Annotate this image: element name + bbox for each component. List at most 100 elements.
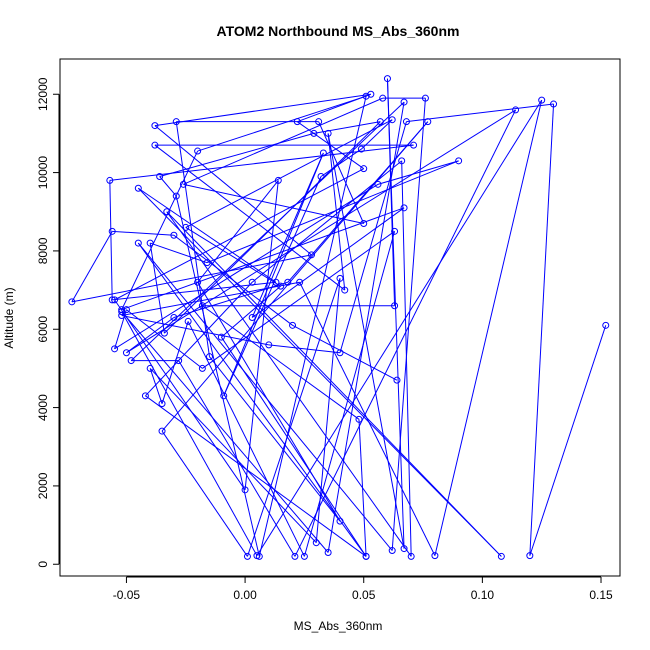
- data-point: [538, 96, 546, 104]
- series-segment: [197, 95, 367, 152]
- data-point: [203, 259, 211, 267]
- data-point: [217, 333, 225, 341]
- series-segment: [161, 121, 429, 432]
- series-segment: [197, 180, 279, 283]
- data-point: [146, 239, 154, 247]
- data-point: [146, 364, 154, 372]
- series-segment: [175, 195, 260, 557]
- y-tick-label: 10000: [36, 156, 50, 190]
- data-point: [317, 173, 325, 180]
- data-point: [172, 192, 180, 200]
- data-point: [512, 106, 520, 114]
- y-tick-label: 2000: [36, 472, 50, 499]
- series-segment: [187, 321, 305, 557]
- data-point: [248, 314, 256, 321]
- data-point: [388, 547, 396, 555]
- plot-frame: [59, 58, 621, 577]
- data-point: [248, 278, 256, 286]
- data-point: [108, 227, 116, 235]
- series-segment: [114, 299, 246, 491]
- data-point: [398, 157, 406, 165]
- series-segment: [434, 100, 543, 556]
- series-segment: [358, 419, 367, 557]
- data-point: [198, 364, 206, 372]
- series-segment: [109, 180, 113, 300]
- series-segment: [114, 168, 364, 301]
- series-segment: [292, 324, 398, 381]
- series-segment: [294, 109, 517, 557]
- series-segment: [327, 133, 346, 291]
- data-point: [158, 427, 166, 435]
- data-point: [293, 118, 301, 126]
- data-point: [362, 92, 370, 100]
- x-tick-label: 0.15: [589, 588, 613, 602]
- series-segment: [150, 242, 208, 264]
- series-segment: [206, 160, 459, 264]
- data-point: [274, 176, 282, 184]
- series-segment: [361, 119, 393, 150]
- data-point: [497, 552, 505, 560]
- data-point: [179, 180, 187, 188]
- data-point: [379, 94, 387, 102]
- data-point: [376, 118, 384, 126]
- data-point: [163, 208, 171, 216]
- series-segment: [202, 305, 360, 420]
- data-point: [156, 173, 164, 180]
- data-point: [393, 376, 401, 384]
- series-segment: [137, 187, 502, 557]
- data-point: [336, 274, 344, 282]
- series-segment: [197, 281, 341, 522]
- data-point: [526, 552, 534, 560]
- series-segment: [529, 325, 607, 556]
- data-point: [265, 341, 273, 349]
- data-point: [410, 141, 418, 149]
- data-point: [336, 517, 344, 525]
- y-axis-label: Altitude (m): [2, 287, 16, 348]
- data-point: [241, 486, 249, 494]
- series-segment: [164, 121, 381, 334]
- series-segment: [529, 104, 555, 556]
- data-point: [182, 223, 190, 231]
- series-segment: [149, 368, 317, 544]
- data-point: [68, 298, 76, 306]
- data-point: [118, 308, 126, 316]
- series-segment: [183, 97, 383, 185]
- x-tick-label: 0.00: [233, 588, 257, 602]
- data-point: [220, 392, 228, 400]
- series-segment: [327, 133, 405, 549]
- data-point: [421, 94, 429, 102]
- x-tick-label: 0.05: [352, 588, 376, 602]
- data-point: [284, 278, 292, 286]
- data-point: [300, 552, 308, 560]
- data-point: [324, 549, 332, 556]
- series-segment: [244, 180, 279, 490]
- data-point: [172, 118, 180, 126]
- series-segment: [297, 93, 372, 123]
- series-segment: [175, 121, 210, 357]
- data-point: [341, 286, 349, 294]
- data-point: [312, 539, 320, 547]
- data-point: [170, 314, 178, 321]
- series-segment: [71, 231, 113, 303]
- series-segment: [121, 207, 405, 311]
- series-segment: [149, 243, 165, 334]
- data-point: [400, 545, 408, 553]
- series-segment: [209, 356, 341, 522]
- series-segment: [112, 230, 174, 236]
- series-segment: [303, 231, 396, 557]
- data-point: [391, 302, 399, 310]
- data-point: [170, 231, 178, 239]
- data-point: [374, 180, 382, 188]
- data-point: [407, 552, 415, 560]
- series-segment: [137, 242, 367, 557]
- series-segment: [256, 99, 543, 556]
- data-point: [319, 149, 327, 157]
- series-segment: [137, 242, 393, 551]
- data-point: [308, 251, 316, 259]
- series-segment: [121, 311, 258, 556]
- series-segment: [318, 121, 365, 224]
- data-point: [134, 184, 142, 192]
- data-point: [111, 345, 119, 353]
- series-segment: [126, 309, 203, 369]
- series-segment: [159, 176, 177, 197]
